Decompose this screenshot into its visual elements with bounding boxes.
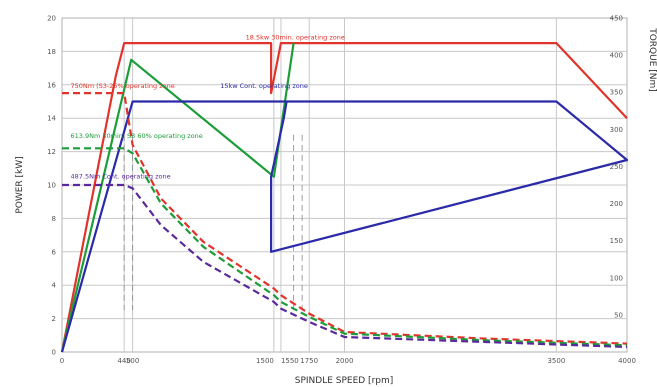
annotation-layer: 18.5kw 30min. operating zone 750Nm (S3-25…: [70, 34, 344, 181]
x-tick-label: 500: [126, 357, 139, 365]
y-left-tick-labels: 0 2 4 6 8 10 12 14 16 18 20: [47, 15, 56, 357]
x-tick-label: 3500: [547, 357, 565, 365]
y-right-tick-label: 350: [610, 89, 623, 97]
y-right-tick-label: 450: [610, 15, 623, 23]
y-left-tick-label: 20: [47, 15, 56, 23]
x-tick-label: 0: [60, 357, 64, 365]
y-left-tick-label: 14: [47, 115, 56, 123]
x-axis-title: SPINDLE SPEED [rpm]: [295, 376, 394, 386]
y-left-tick-label: 0: [52, 349, 56, 357]
annotation-label: 18.5kw 30min. operating zone: [246, 34, 345, 42]
annotation-label: 15kw Cont. operating zone: [220, 82, 308, 90]
y-left-tick-label: 2: [52, 315, 56, 323]
series-line-3: [60, 100, 629, 353]
series-line-2: [60, 42, 295, 353]
x-tick-label: 1500: [256, 357, 274, 365]
y-left-tick-label: 6: [52, 248, 57, 256]
series-line-6: [62, 183, 628, 349]
annotation-label: 750Nm (S3-25% operating zone: [70, 82, 174, 90]
series-line-4: [62, 91, 628, 345]
y-right-tick-label: 50: [614, 311, 623, 319]
y-right-tick-labels: 50 100 150 200 250 300 350 400 450: [610, 15, 623, 320]
y-left-tick-label: 4: [52, 282, 57, 290]
series-layer: [60, 41, 629, 353]
annotation-label: 487.5Nm Cont. operating zone: [70, 172, 170, 180]
y-left-tick-label: 18: [47, 48, 56, 56]
y-right-tick-label: 150: [610, 237, 623, 245]
x-tick-label: 1550: [281, 357, 299, 365]
x-tick-label: 1750: [300, 357, 318, 365]
y-right-tick-label: 400: [610, 52, 623, 60]
y-left-tick-label: 16: [47, 81, 56, 89]
y-right-axis-title: TORQUE [Nm]: [647, 27, 657, 92]
series-line-5: [62, 147, 628, 347]
y-right-tick-label: 300: [610, 126, 623, 134]
y-right-tick-label: 250: [610, 163, 623, 171]
x-tick-label: 2000: [336, 357, 354, 365]
y-left-tick-label: 12: [47, 148, 56, 156]
series-line-1: [60, 41, 628, 353]
y-left-tick-label: 10: [47, 182, 56, 190]
x-tick-label: 440: [117, 357, 130, 365]
x-tick-label: 4000: [618, 357, 636, 365]
annotation-label: 613.9Nm 30min. S3 60% operating zone: [70, 132, 202, 140]
y-left-axis-title: POWER [kW]: [15, 156, 25, 213]
y-left-tick-label: 8: [52, 215, 56, 223]
y-right-tick-label: 200: [610, 200, 623, 208]
y-right-tick-label: 100: [610, 274, 623, 282]
